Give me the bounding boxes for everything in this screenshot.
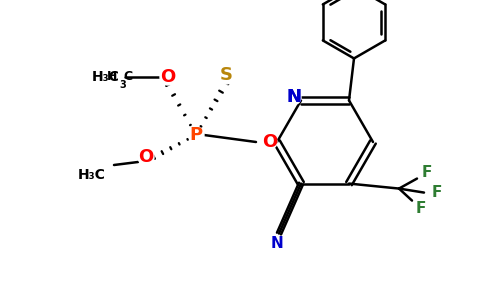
Circle shape (270, 237, 284, 250)
Circle shape (217, 66, 235, 84)
Text: 3: 3 (119, 80, 126, 90)
Text: C: C (123, 70, 133, 83)
Circle shape (160, 69, 176, 85)
Text: P: P (189, 126, 203, 144)
Text: S: S (220, 66, 232, 84)
Text: N: N (287, 88, 302, 106)
Circle shape (287, 90, 301, 104)
Text: O: O (160, 68, 176, 86)
Text: H₃C: H₃C (78, 168, 106, 182)
Text: N: N (287, 88, 302, 106)
Text: F: F (432, 185, 442, 200)
Text: N: N (271, 236, 283, 251)
Text: F: F (422, 165, 432, 180)
Circle shape (263, 135, 277, 149)
Circle shape (138, 149, 154, 165)
Circle shape (188, 127, 204, 143)
Text: H₃C: H₃C (92, 70, 120, 84)
Text: F: F (416, 201, 426, 216)
Text: O: O (138, 148, 153, 166)
Text: H: H (106, 70, 117, 83)
Text: O: O (262, 133, 278, 151)
